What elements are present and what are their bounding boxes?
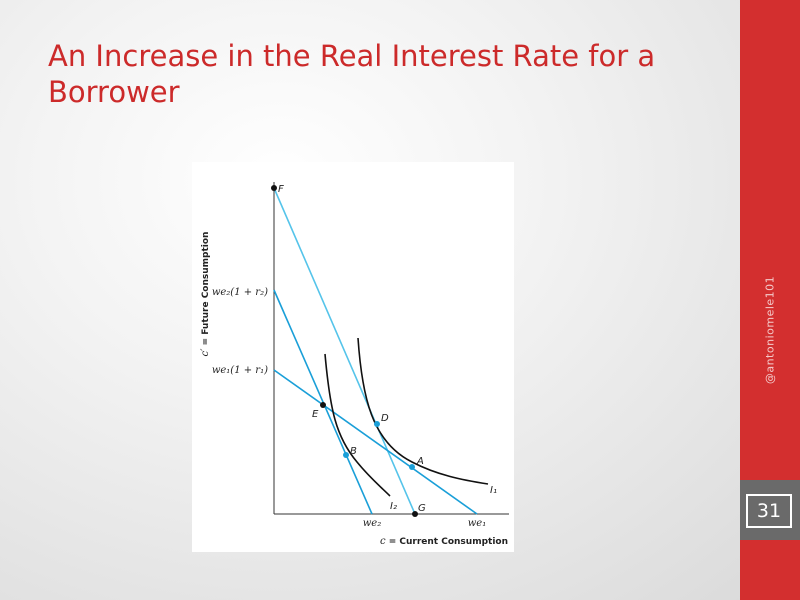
point-g-label: G — [418, 503, 426, 514]
point-d-label: D — [381, 413, 389, 424]
y-axis-title: c′ = Future Consumption — [200, 232, 211, 357]
point-a-marker — [409, 464, 415, 470]
x-axis-title-text: = Current Consumption — [386, 537, 508, 547]
point-e-label: E — [312, 409, 319, 420]
diagram-svg: F G E D B A I₁ I₂ we₂(1 + r₂) we₁(1 + r₁… — [200, 182, 509, 547]
point-g-marker — [412, 511, 418, 517]
point-d-marker — [374, 421, 380, 427]
watermark-handle: @antoniomele101 — [763, 275, 777, 385]
x-tick-inner-label: we₂ — [363, 518, 382, 529]
point-f-label: F — [278, 184, 284, 195]
y-tick-lower-label: we₁(1 + r₁) — [212, 365, 268, 376]
budget-line-fg — [273, 187, 416, 515]
interest-rate-diagram: F G E D B A I₁ I₂ we₂(1 + r₂) we₁(1 + r₁… — [192, 162, 514, 552]
slide-title: An Increase in the Real Interest Rate fo… — [48, 39, 656, 109]
point-b-label: B — [350, 446, 357, 457]
x-axis-title-symbol: c — [380, 536, 386, 547]
point-a-label: A — [416, 456, 424, 467]
point-f-marker — [271, 185, 277, 191]
y-axis-title-symbol: c′ — [200, 348, 211, 357]
curve-i2-label: I₂ — [390, 501, 397, 512]
indifference-curve-i1 — [357, 337, 489, 485]
x-axis-title: c = Current Consumption — [380, 536, 508, 547]
curve-i1-label: I₁ — [490, 485, 497, 496]
x-tick-outer-label: we₁ — [468, 518, 487, 529]
y-axis-title-text: = Future Consumption — [201, 232, 211, 349]
point-e-marker — [320, 402, 326, 408]
indifference-curve-i2 — [324, 353, 391, 497]
point-b-marker — [343, 452, 349, 458]
budget-line-r1 — [273, 369, 478, 515]
page-number: 31 — [746, 494, 792, 528]
y-tick-upper-label: we₂(1 + r₂) — [212, 287, 268, 298]
